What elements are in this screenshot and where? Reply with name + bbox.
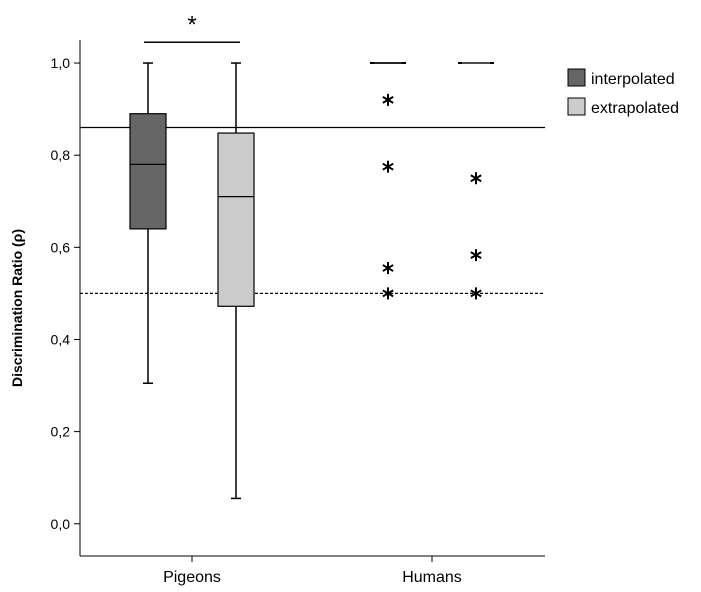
category-label-pigeons: Pigeons — [163, 569, 221, 586]
interpolated-humans-outlier — [382, 93, 394, 106]
extrapolated-humans-outlier — [470, 287, 482, 300]
y-tick-label: 0,6 — [51, 239, 71, 255]
interpolated-humans-outlier — [382, 287, 394, 300]
extrapolated-pigeons-box — [217, 132, 255, 307]
y-tick-label: 0,2 — [51, 424, 71, 440]
legend-label-interpolated: interpolated — [591, 71, 675, 88]
significance-marker: * — [187, 11, 196, 38]
y-tick-label: 1,0 — [51, 55, 71, 71]
interpolated-pigeons-box — [129, 113, 167, 230]
y-tick-label: 0,8 — [51, 147, 71, 163]
interpolated-humans-outlier — [382, 160, 394, 173]
category-label-humans: Humans — [402, 569, 462, 586]
interpolated-humans-outlier — [382, 262, 394, 275]
extrapolated-humans-outlier — [470, 249, 482, 262]
legend-label-extrapolated: extrapolated — [591, 100, 679, 117]
legend-swatch-extrapolated — [567, 97, 586, 116]
y-axis-title: Discrimination Ratio (ρ) — [9, 229, 25, 387]
legend-swatch-interpolated — [567, 68, 586, 87]
y-tick-label: 0,4 — [51, 331, 71, 347]
y-tick-label: 0,0 — [51, 516, 71, 532]
extrapolated-humans-outlier — [470, 172, 482, 185]
